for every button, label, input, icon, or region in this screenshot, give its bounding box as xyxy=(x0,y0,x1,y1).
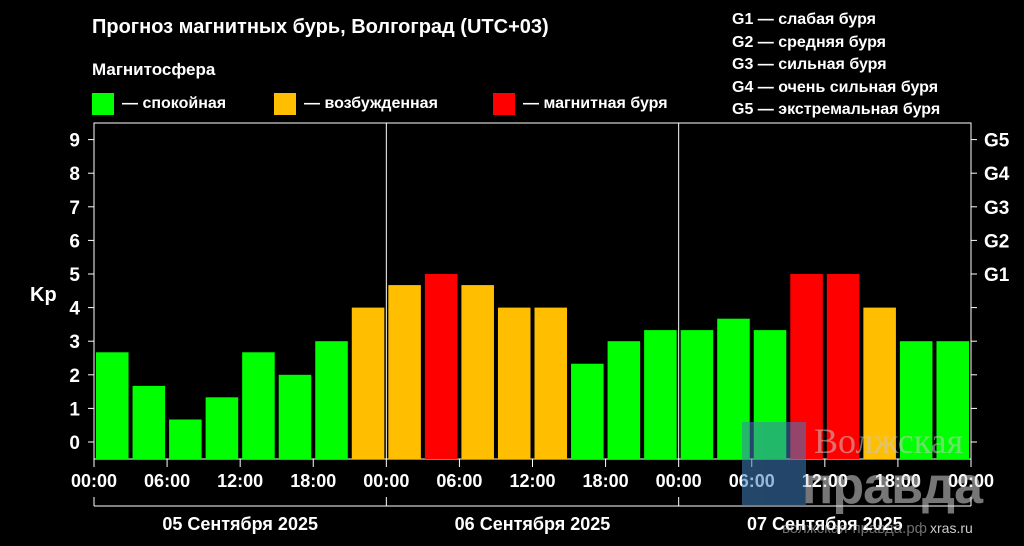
kp-bar xyxy=(607,341,641,459)
y-tick-label: 6 xyxy=(69,231,80,252)
watermark-url: волжская-правда.рф xyxy=(782,520,928,537)
kp-bar xyxy=(936,341,969,459)
g-level-label: G4 xyxy=(984,164,1010,185)
g-legend-g2: G2 — средняя буря xyxy=(732,33,886,51)
chart-title: Прогноз магнитных бурь, Волгоград (UTC+0… xyxy=(92,16,549,38)
legend-label-active: — возбужденная xyxy=(304,95,438,112)
kp-bar xyxy=(132,385,166,459)
y-tick-label: 9 xyxy=(69,131,80,152)
day-label: 05 Сентября 2025 xyxy=(162,514,318,534)
legend-item-active: — возбужденная xyxy=(274,93,438,115)
g-level-label: G5 xyxy=(984,131,1010,152)
kp-bar xyxy=(242,352,275,459)
x-tick-label: 18:00 xyxy=(875,471,921,491)
g-scale-legend: G1 — слабая буря G2 — средняя буря G3 — … xyxy=(732,9,940,122)
legend-item-storm: — магнитная буря xyxy=(493,93,668,115)
y-tick-label: 8 xyxy=(69,164,80,185)
kp-bar xyxy=(424,274,458,459)
g-legend-g4: G4 — очень сильная буря xyxy=(732,78,939,96)
legend-label-quiet: — спокойная xyxy=(122,95,227,112)
legend-swatch-quiet xyxy=(92,93,114,115)
kp-bar xyxy=(388,285,421,459)
x-tick-label: 00:00 xyxy=(71,471,117,491)
kp-bar xyxy=(278,374,312,459)
kp-bar xyxy=(461,285,494,459)
legend-item-quiet: — спокойная xyxy=(92,93,226,115)
kp-bar xyxy=(680,330,714,459)
legend-label-storm: — магнитная буря xyxy=(523,95,668,112)
y-tick-label: 5 xyxy=(69,265,80,286)
magnetosphere-subtitle: Магнитосфера xyxy=(92,60,216,79)
kp-bar xyxy=(534,307,568,459)
x-tick-label: 12:00 xyxy=(509,471,555,491)
newspaper-logo-icon xyxy=(742,422,806,506)
g-legend-g5: G5 — экстремальная буря xyxy=(732,101,941,118)
g-level-label: G2 xyxy=(984,231,1009,252)
legend-swatch-active xyxy=(274,93,296,115)
y-tick-label: 2 xyxy=(69,366,80,387)
x-tick-label: 18:00 xyxy=(290,471,336,491)
x-tick-label: 12:00 xyxy=(802,471,848,491)
x-tick-label: 06:00 xyxy=(144,471,190,491)
kp-bar xyxy=(315,341,348,459)
y-tick-label: 4 xyxy=(69,299,80,320)
g-level-label: G3 xyxy=(984,198,1009,219)
kp-bar xyxy=(571,363,604,459)
day-label: 06 Сентября 2025 xyxy=(455,514,611,534)
y-tick-label: 3 xyxy=(69,332,80,353)
g-legend-g1: G1 — слабая буря xyxy=(732,11,877,28)
kp-bar xyxy=(899,341,933,459)
g-level-label: G1 xyxy=(984,265,1010,286)
kp-bar xyxy=(826,274,860,459)
kp-bar xyxy=(863,307,896,459)
kp-bar xyxy=(351,307,385,459)
y-tick-label: 7 xyxy=(69,198,80,219)
kp-bar xyxy=(96,352,129,459)
x-tick-label: 00:00 xyxy=(656,471,702,491)
x-tick-label: 18:00 xyxy=(583,471,629,491)
kp-bar xyxy=(497,307,531,459)
kp-bar xyxy=(644,330,677,459)
y-tick-label: 0 xyxy=(69,433,80,454)
newspaper-watermark: Волжская правда волжская-правда.рф xyxy=(742,420,1012,540)
x-tick-label: 00:00 xyxy=(948,471,994,491)
y-axis-label: Kp xyxy=(30,284,57,306)
watermark-line2: правда xyxy=(802,457,983,515)
g-legend-g3: G3 — сильная буря xyxy=(732,56,887,73)
x-tick-label: 06:00 xyxy=(436,471,482,491)
legend-swatch-storm xyxy=(493,93,515,115)
watermark-line1: Волжская xyxy=(814,421,964,461)
x-tick-label: 12:00 xyxy=(217,471,263,491)
kp-bar xyxy=(169,419,202,459)
kp-bar xyxy=(205,397,239,459)
day-label: 07 Сентября 2025 xyxy=(747,514,903,534)
y-tick-label: 1 xyxy=(69,399,80,420)
x-tick-label: 00:00 xyxy=(363,471,409,491)
source-credit: xras.ru xyxy=(930,520,973,536)
